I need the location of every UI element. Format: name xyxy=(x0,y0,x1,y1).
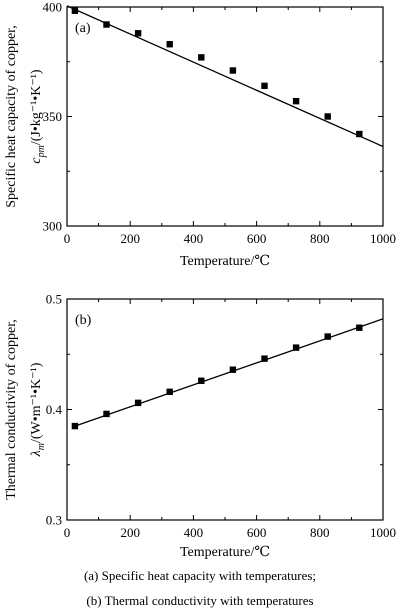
x-tick-label: 600 xyxy=(247,231,267,246)
caption-b: (b) Thermal conductivity with temperatur… xyxy=(86,593,314,608)
x-axis-title: Temperature/℃ xyxy=(180,254,270,269)
data-point xyxy=(71,7,79,14)
panel-label: (b) xyxy=(75,313,92,328)
x-tick-label: 200 xyxy=(120,231,140,246)
data-point xyxy=(103,410,110,418)
data-point xyxy=(166,41,173,48)
data-point xyxy=(229,67,237,74)
data-point xyxy=(261,355,268,362)
x-tick-label: 1000 xyxy=(370,525,396,540)
y-axis-subscript: m xyxy=(36,443,47,450)
y-tick-label: 0.3 xyxy=(46,513,62,528)
x-axis-title: Temperature/℃ xyxy=(180,545,270,560)
y-axis-unit: /(W•m⁻¹•K⁻¹) xyxy=(29,362,44,443)
y-tick-label: 0.4 xyxy=(46,402,63,417)
x-tick-label: 400 xyxy=(184,231,204,246)
y-axis-unit: /(J•kg⁻¹•K⁻¹) xyxy=(29,69,44,145)
x-tick-label: 800 xyxy=(310,231,330,246)
y-axis-symbol: c xyxy=(29,157,44,164)
x-tick-label: 200 xyxy=(120,525,140,540)
data-point xyxy=(324,333,331,340)
x-tick-label: 0 xyxy=(64,525,71,540)
y-tick-label: 0.5 xyxy=(46,292,62,307)
y-axis-title-line2: cpm/(J•kg⁻¹•K⁻¹) xyxy=(29,69,47,164)
y-axis-symbol: λ xyxy=(29,450,44,457)
data-point xyxy=(134,399,142,407)
caption-a: (a) Specific heat capacity with temperat… xyxy=(83,568,317,583)
data-point xyxy=(292,97,300,105)
fit-line xyxy=(74,318,384,427)
x-tick-label: 400 xyxy=(184,525,204,540)
data-point xyxy=(356,324,363,331)
data-point xyxy=(71,422,79,430)
x-tick-label: 600 xyxy=(247,525,267,540)
data-point xyxy=(198,54,205,61)
panel-label: (a) xyxy=(75,21,91,36)
plot-frame xyxy=(66,298,384,521)
x-tick-label: 1000 xyxy=(370,231,396,246)
y-axis-subscript: pm xyxy=(36,145,47,158)
fit-line xyxy=(66,5,384,148)
data-point xyxy=(103,21,110,28)
x-tick-label: 0 xyxy=(64,231,71,246)
plot-frame xyxy=(66,6,384,227)
data-point xyxy=(292,344,300,351)
data-point xyxy=(134,30,142,37)
data-point xyxy=(198,377,205,384)
y-axis-title-line2: λm/(W•m⁻¹•K⁻¹) xyxy=(29,362,47,457)
y-axis-title-line1: Thermal conductivity of copper, xyxy=(4,319,19,500)
x-tick-label: 800 xyxy=(310,525,330,540)
y-tick-label: 400 xyxy=(43,0,63,15)
y-axis-title-line1: Specific heat capacity of copper, xyxy=(4,25,19,208)
y-tick-label: 300 xyxy=(43,219,63,234)
data-point xyxy=(261,82,268,90)
data-point xyxy=(229,366,237,373)
chart-panel-b: 0 200 400 600 800 1000 0.3 0.4 0.5 (b) Temperature… xyxy=(4,292,396,561)
data-point xyxy=(324,113,331,120)
data-point xyxy=(166,388,173,396)
chart-panel-a: 0 200 400 600 800 1000 300 350 400 (a) Temperature… xyxy=(4,0,396,269)
data-point xyxy=(356,130,363,138)
y-tick-label: 350 xyxy=(43,109,63,124)
